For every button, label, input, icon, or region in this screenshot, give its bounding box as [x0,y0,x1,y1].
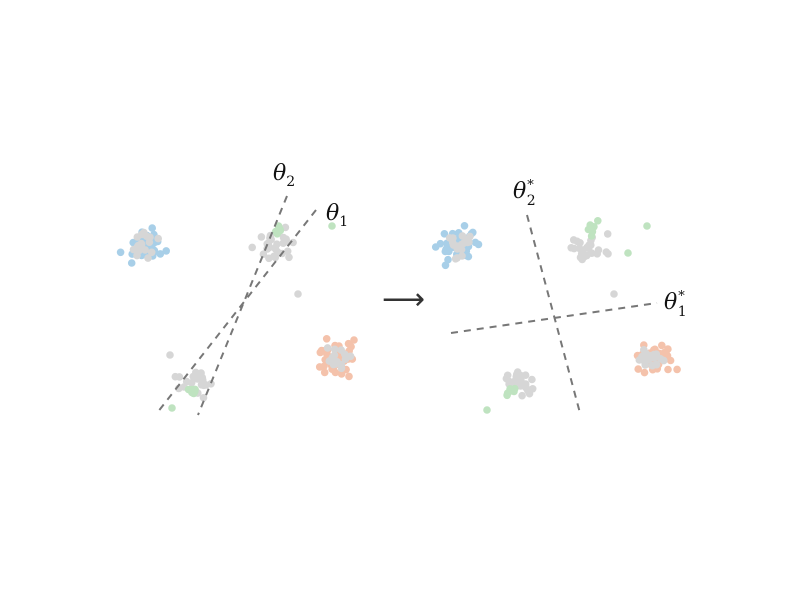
left-cluster-d-point [337,360,346,369]
right-cluster-a-point [466,232,474,241]
left-cluster-a-point [148,224,156,232]
left-cluster-d-point [320,368,329,377]
right-cluster-b-point [567,244,575,252]
left-cluster-c-point [207,380,215,388]
left-cluster-c-point [198,373,207,382]
right-cluster-b-point [593,250,601,258]
left-cluster-d-point [350,336,358,344]
left-theta-1-line [156,209,317,414]
transition-arrow: ⟶ [382,282,425,317]
right-cluster-d-point [673,365,681,374]
right-cluster-a-point [451,254,460,263]
right-cluster-c-point [511,384,519,393]
left-cluster-b-point [273,240,281,248]
left-cluster-d-point [345,372,353,381]
left-cluster-a-point [116,248,125,257]
left-cluster-d-point [329,355,338,363]
right-cluster-b-point [603,230,612,238]
left-theta-2-label: θ2 [273,161,295,190]
right-theta-2-label: θ* 2 [513,178,536,209]
stray-point [294,290,302,298]
right-cluster-d-point [640,368,649,377]
stray-point [168,404,176,412]
left-cluster-b-point [283,247,292,256]
points-layer [116,217,681,414]
left-cluster-a-point [147,248,156,257]
right-cluster-d-point [664,365,672,374]
right-cluster-c-point [517,375,525,384]
right-cluster-c-point [528,375,536,384]
left-cluster-b-point [270,252,278,261]
right-cluster-b-point [573,237,581,246]
left-cluster-c-point [191,388,199,396]
left-cluster-a-point [127,259,136,267]
right-cluster-a-point [465,238,473,246]
left-cluster-c-point [199,381,208,390]
right-cluster-d-point [634,365,642,373]
stray-point [624,249,632,257]
left-cluster-d-point [330,345,339,354]
left-cluster-a-point [162,247,170,255]
right-cluster-a-point [460,222,469,230]
left-cluster-b-point [282,235,291,243]
right-cluster-a-point [448,238,457,247]
left-cluster-c-point [171,372,180,381]
left-cluster-b-point [257,233,266,241]
stray-point [483,406,491,414]
left-cluster-c-point [192,372,200,380]
right-cluster-a-point [431,243,440,251]
left-cluster-d-point [329,360,338,369]
left-cluster-a-point [137,240,146,249]
left-cluster-d-point [323,344,332,352]
stray-point [643,222,651,230]
left-cluster-a-point [141,246,149,254]
right-cluster-d-point [642,349,650,358]
right-cluster-b-point [594,217,602,225]
left-cluster-c-point [199,394,208,402]
left-cluster-a-point [154,234,162,243]
left-cluster-d-point [322,335,331,343]
right-cluster-c-point [503,389,512,398]
right-cluster-d-point [658,341,666,350]
right-cluster-a-point [471,238,480,247]
right-cluster-d-point [648,361,657,370]
left-cluster-b-point [285,253,293,262]
left-cluster-d-point [315,363,324,371]
left-cluster-a-point [144,254,152,262]
left-cluster-d-point [346,352,355,361]
right-cluster-a-point [440,230,449,238]
right-cluster-b-point [583,243,591,252]
right-cluster-b-point [604,250,612,258]
right-cluster-d-point [650,350,658,359]
right-theta-2-line [526,214,581,414]
right-theta-1-label: θ* 1 [664,289,687,320]
stray-point [610,290,618,298]
stray-point [328,222,336,230]
right-cluster-c-point [503,371,512,380]
left-cluster-a-point [156,250,165,258]
left-cluster-b-point [276,225,284,234]
right-cluster-b-point [580,253,588,261]
left-theta-2-line [197,195,288,416]
right-theta-1-line [450,302,658,334]
right-cluster-d-point [640,356,648,365]
stray-point [166,351,174,359]
left-theta-1-label: θ1 [326,201,348,230]
left-cluster-c-point [187,379,196,387]
right-cluster-a-point [457,240,466,249]
right-cluster-d-point [664,345,672,353]
right-cluster-a-point [441,261,450,270]
right-cluster-a-point [458,232,467,240]
left-cluster-a-point [146,233,154,241]
left-cluster-a-point [133,233,142,241]
right-cluster-a-point [442,245,450,254]
right-cluster-c-point [518,391,526,400]
right-cluster-c-point [528,385,537,393]
right-cluster-b-point [588,228,597,236]
left-cluster-b-point [248,243,256,252]
left-cluster-a-point [135,246,143,255]
